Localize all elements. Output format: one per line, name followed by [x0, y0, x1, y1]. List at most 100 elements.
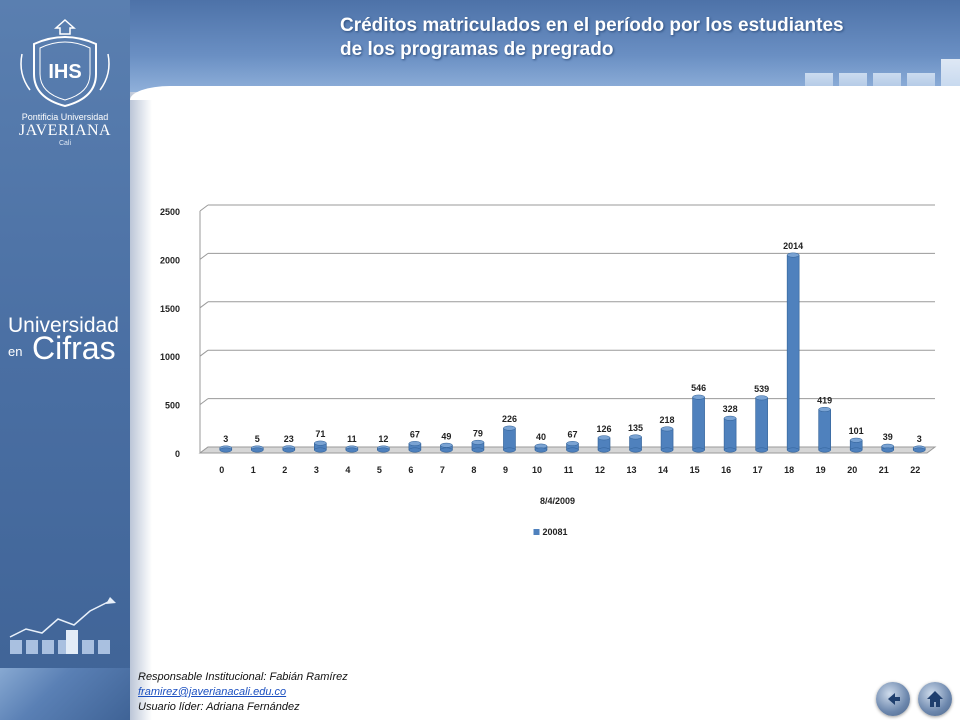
data-label: 49	[441, 431, 451, 441]
bar-bottom	[345, 447, 359, 453]
x-tick-label: 14	[658, 465, 668, 475]
bar-bottom	[314, 447, 327, 453]
university-name-line3: Cali	[58, 140, 72, 147]
x-tick-label: 15	[690, 465, 700, 475]
svg-text:IHS: IHS	[48, 61, 81, 83]
bar-top	[849, 437, 863, 443]
x-tick-label: 5	[377, 465, 382, 475]
x-tick-label: 3	[314, 465, 319, 475]
x-tick-label: 16	[721, 465, 731, 475]
brand-universidad: Universidad	[8, 314, 119, 337]
bar-top	[503, 425, 516, 431]
x-tick-label: 7	[440, 465, 445, 475]
chart-svg: 0500100015002000250030512327131141256764…	[160, 204, 937, 537]
gridline-offset	[199, 301, 209, 309]
data-label: 11	[347, 434, 357, 444]
gridline-offset	[199, 349, 209, 357]
data-label: 12	[378, 434, 388, 444]
y-tick-label: 1000	[160, 352, 180, 362]
gridline-offset	[199, 398, 209, 406]
x-tick-label: 4	[345, 465, 350, 475]
bar-bottom	[503, 447, 516, 453]
bar-bottom	[408, 447, 422, 453]
x-tick-label: 6	[408, 465, 413, 475]
sidebar: IHS Pontificia Universidad JAVERIANA Cal…	[0, 0, 130, 720]
bar-bottom	[692, 447, 705, 453]
x-tick-label: 10	[532, 465, 542, 475]
x-tick-label: 22	[910, 465, 920, 475]
bar-bottom	[534, 447, 548, 453]
page-title: Créditos matriculados en el período por …	[340, 14, 940, 62]
home-icon	[927, 691, 943, 707]
data-label: 3	[223, 434, 228, 444]
bar	[503, 427, 516, 451]
bar-bottom	[566, 447, 579, 453]
bar-top	[408, 441, 422, 446]
back-button[interactable]	[876, 682, 910, 716]
bar	[818, 409, 831, 451]
data-label: 101	[849, 426, 864, 436]
data-label: 40	[536, 432, 546, 442]
data-label: 71	[315, 429, 325, 439]
bar-bottom	[440, 447, 453, 453]
bar-bottom	[755, 447, 768, 453]
university-name-line2: JAVERIANA	[18, 122, 112, 139]
data-label: 23	[284, 434, 294, 444]
bar-bottom	[818, 447, 831, 453]
footer-email-link[interactable]: framirez@javerianacali.edu.co	[138, 686, 287, 698]
x-tick-label: 8	[471, 465, 476, 475]
x-tick-label: 0	[219, 465, 224, 475]
data-label: 3	[917, 434, 922, 444]
bar-top	[566, 441, 579, 446]
data-label: 67	[410, 430, 420, 440]
bar-top	[597, 435, 611, 441]
sidebar-shadow	[130, 0, 152, 720]
bar-bottom	[786, 447, 800, 453]
y-tick-label: 2000	[160, 255, 180, 265]
data-label: 67	[567, 430, 577, 440]
bar-bottom	[629, 447, 642, 453]
x-tick-label: 19	[816, 465, 826, 475]
legend-label: 20081	[543, 527, 568, 537]
x-tick-label: 17	[753, 465, 763, 475]
x-axis-label: 8/4/2009	[540, 496, 575, 506]
x-tick-label: 2	[282, 465, 287, 475]
bar-top	[692, 394, 705, 400]
legend-swatch	[533, 529, 540, 535]
bar-bottom	[723, 447, 737, 453]
bar-bottom	[849, 447, 863, 453]
data-label: 546	[691, 383, 706, 393]
y-tick-label: 0	[175, 449, 180, 459]
bar-bottom	[597, 447, 611, 453]
x-tick-label: 12	[595, 465, 605, 475]
bar	[692, 396, 705, 451]
bar-bottom	[912, 447, 926, 453]
bar-top	[818, 406, 831, 412]
back-arrow-icon	[888, 693, 900, 705]
footer-leader: Usuario líder: Adriana Fernández	[138, 701, 300, 713]
brand-cifras: Cifras	[32, 330, 116, 366]
bar-top	[660, 426, 674, 432]
bar-top	[786, 252, 800, 258]
data-label: 5	[255, 434, 260, 444]
bar-bottom	[471, 447, 485, 453]
gridline-offset	[199, 204, 209, 212]
y-tick-label: 2500	[160, 207, 180, 217]
bar-top	[314, 440, 327, 446]
data-label: 39	[883, 432, 893, 442]
x-tick-label: 21	[879, 465, 889, 475]
bar-top	[629, 434, 642, 440]
x-tick-label: 1	[251, 465, 256, 475]
data-label: 126	[597, 424, 612, 434]
bar-bottom	[251, 447, 264, 453]
home-button[interactable]	[918, 682, 952, 716]
bar-bottom	[219, 447, 233, 453]
decorative-lens-image	[0, 668, 130, 720]
x-tick-label: 9	[503, 465, 508, 475]
data-label: 419	[817, 395, 832, 405]
university-crest-logo: IHS	[20, 18, 110, 108]
bar-top	[440, 442, 453, 448]
bar-top	[471, 439, 485, 445]
data-label: 226	[502, 414, 517, 424]
data-label: 135	[628, 423, 643, 433]
